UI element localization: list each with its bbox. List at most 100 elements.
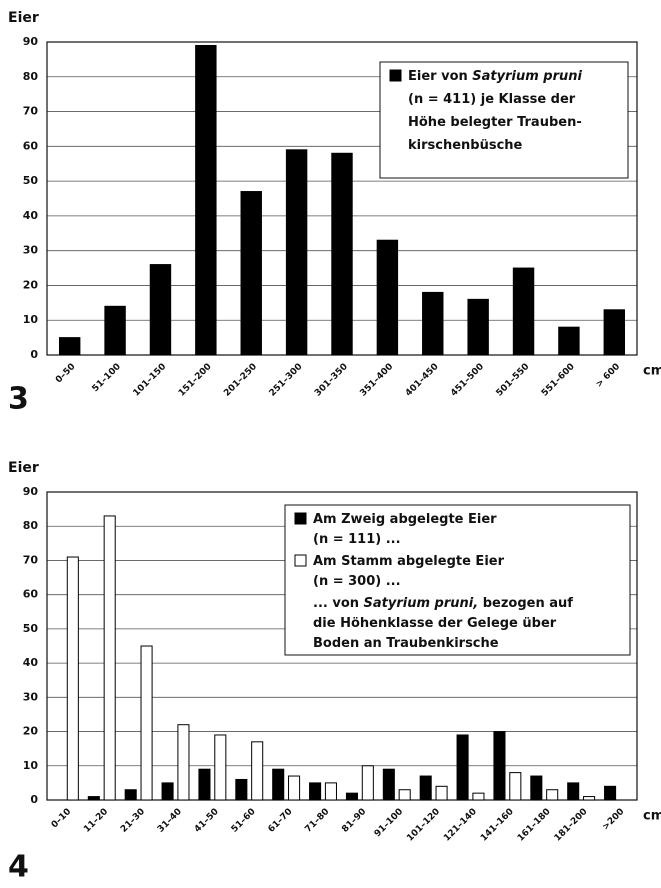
y-tick-label: 40 <box>23 209 39 222</box>
legend-text: ... von Satyrium pruni, bezogen auf <box>313 596 573 611</box>
legend-box <box>284 504 631 656</box>
bar <box>467 298 489 356</box>
x-tick-label: 0–10 <box>50 807 74 831</box>
y-tick-label: 60 <box>23 588 39 601</box>
x-tick-label: 61–70 <box>267 807 295 835</box>
panel-label: 4 <box>8 850 29 885</box>
bar <box>456 734 469 801</box>
legend-text-part: Höhe belegter Trauben- <box>408 115 582 130</box>
bar <box>361 765 374 801</box>
bar <box>124 789 137 801</box>
legend-text: kirschenbüsche <box>408 138 523 153</box>
bar <box>603 309 626 356</box>
bar <box>87 796 100 801</box>
x-tick-label: 161–180 <box>516 807 553 844</box>
bar <box>149 264 172 356</box>
bar <box>567 782 580 801</box>
x-tick-label: 11–20 <box>82 807 110 835</box>
bar <box>198 768 211 801</box>
bar <box>251 741 264 801</box>
x-tick-label: 501–550 <box>495 362 532 399</box>
y-tick-label: 0 <box>30 348 38 361</box>
bar <box>324 782 337 801</box>
bar <box>345 792 358 801</box>
bar <box>382 768 395 801</box>
bar <box>272 768 285 801</box>
x-tick-label: 81–90 <box>340 807 368 835</box>
bar <box>66 556 79 801</box>
legend-text-part: Eier von <box>408 69 472 84</box>
legend-text-part: (n = 300) ... <box>313 574 401 589</box>
x-tick-label: 151–200 <box>177 362 214 399</box>
legend-text: (n = 411) je Klasse der <box>408 92 576 107</box>
x-tick-label: 251–300 <box>268 362 305 399</box>
panel-label: 3 <box>8 382 29 417</box>
legend-text-part: Boden an Traubenkirsche <box>313 636 499 651</box>
bar <box>558 326 580 356</box>
y-tick-label: 80 <box>23 70 39 83</box>
x-tick-label: 91–100 <box>373 807 405 839</box>
x-tick-label: >200 <box>601 807 627 833</box>
legend-text: Boden an Traubenkirsche <box>313 636 499 651</box>
legend-text: Höhe belegter Trauben- <box>408 115 582 130</box>
bar <box>472 792 485 801</box>
x-tick-label: 121–140 <box>442 807 479 844</box>
x-tick-label: 51–60 <box>230 807 258 835</box>
bar <box>331 152 353 356</box>
x-tick-label: 51–100 <box>91 362 123 394</box>
bar <box>177 724 190 801</box>
x-tick-label: 181–200 <box>553 807 590 844</box>
bar <box>235 778 248 801</box>
bar <box>195 44 217 356</box>
legend-text-part: die Höhenklasse der Gelege über <box>313 616 557 631</box>
legend-text-part: (n = 111) ... <box>313 532 401 547</box>
bar <box>583 796 596 801</box>
x-axis-unit: cm <box>643 364 661 379</box>
y-tick-label: 70 <box>23 105 39 118</box>
bar <box>288 775 301 801</box>
bar <box>214 734 227 801</box>
legend-text: Eier von Satyrium pruni <box>408 69 583 84</box>
x-tick-label: 351–400 <box>358 362 395 399</box>
y-tick-label: 0 <box>30 793 38 806</box>
y-tick-label: 60 <box>23 139 39 152</box>
y-axis-label: Eier <box>8 10 39 26</box>
legend-marker <box>294 512 307 525</box>
y-tick-label: 30 <box>23 244 39 257</box>
y-tick-label: 20 <box>23 278 39 291</box>
legend-text-part: kirschenbüsche <box>408 138 523 153</box>
bar <box>309 782 322 801</box>
bar <box>398 789 411 801</box>
x-tick-label: 301–350 <box>313 362 350 399</box>
x-tick-label: 0–50 <box>54 362 78 386</box>
bar <box>530 775 543 801</box>
bar <box>604 785 617 801</box>
y-tick-label: 50 <box>23 174 39 187</box>
y-tick-label: 70 <box>23 553 39 566</box>
y-tick-label: 10 <box>23 313 39 326</box>
plot-frame <box>46 491 638 801</box>
x-tick-label: 201–250 <box>222 362 259 399</box>
legend-text-part: (n = 411) je Klasse der <box>408 92 576 107</box>
bar <box>512 267 535 356</box>
bar <box>419 775 432 801</box>
y-tick-label: 40 <box>23 656 39 669</box>
legend-text-part: bezogen auf <box>478 596 573 611</box>
legend-text-part: Am Zweig abgelegte Eier <box>313 512 497 527</box>
bar <box>435 785 448 801</box>
legend-text: (n = 300) ... <box>313 574 401 589</box>
bar <box>509 772 522 801</box>
x-tick-label: 71–80 <box>303 807 331 835</box>
bar <box>376 239 399 356</box>
y-tick-label: 80 <box>23 519 39 532</box>
y-tick-label: 90 <box>23 485 39 498</box>
legend-box <box>379 61 629 179</box>
x-tick-label: > 600 <box>594 362 622 390</box>
x-tick-label: 101–150 <box>132 362 169 399</box>
legend-text-part: Satyrium pruni, <box>364 596 479 611</box>
x-tick-label: 41–50 <box>193 807 221 835</box>
y-tick-label: 90 <box>23 35 39 48</box>
bar <box>58 337 81 356</box>
legend-text: Am Stamm abgelegte Eier <box>313 554 505 569</box>
